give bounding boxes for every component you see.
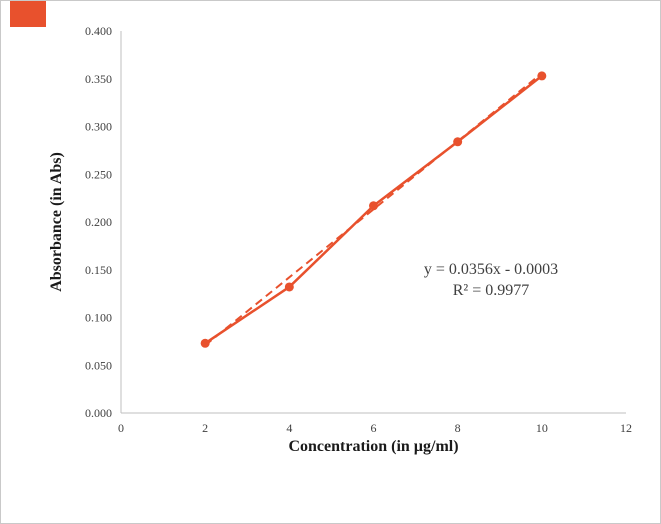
r-squared-label: R² = 0.9977 [453, 282, 530, 299]
y-axis-title: Absorbance (in Abs) [48, 152, 65, 292]
y-tick-label: 0.350 [85, 72, 112, 86]
y-tick-label: 0.250 [85, 167, 112, 181]
data-point-marker [537, 71, 547, 81]
y-tick-label: 0.400 [85, 24, 112, 38]
y-tick-label: 0.200 [85, 215, 112, 229]
data-point-marker [453, 137, 463, 147]
trendline-dashed [204, 72, 543, 347]
x-tick-label: 8 [455, 421, 461, 435]
y-tick-label: 0.300 [85, 120, 112, 134]
x-tick-label: 6 [371, 421, 377, 435]
x-tick-label: 10 [536, 421, 548, 435]
y-tick-label: 0.000 [85, 406, 112, 420]
data-point-marker [200, 338, 210, 348]
y-tick-label: 0.100 [85, 311, 112, 325]
data-point-marker [369, 201, 378, 211]
x-tick-label: 0 [118, 421, 124, 435]
x-tick-label: 12 [620, 421, 632, 435]
x-axis-title: Concentration (in µg/ml) [288, 438, 458, 455]
y-tick-label: 0.050 [85, 358, 112, 372]
y-tick-label: 0.150 [85, 263, 112, 277]
trendline-equation-label: y = 0.0356x - 0.0003 [424, 261, 558, 278]
x-tick-label: 4 [286, 421, 292, 435]
data-point-marker [284, 282, 294, 292]
x-tick-label: 2 [202, 421, 208, 435]
corner-accent-shape [10, 1, 46, 27]
